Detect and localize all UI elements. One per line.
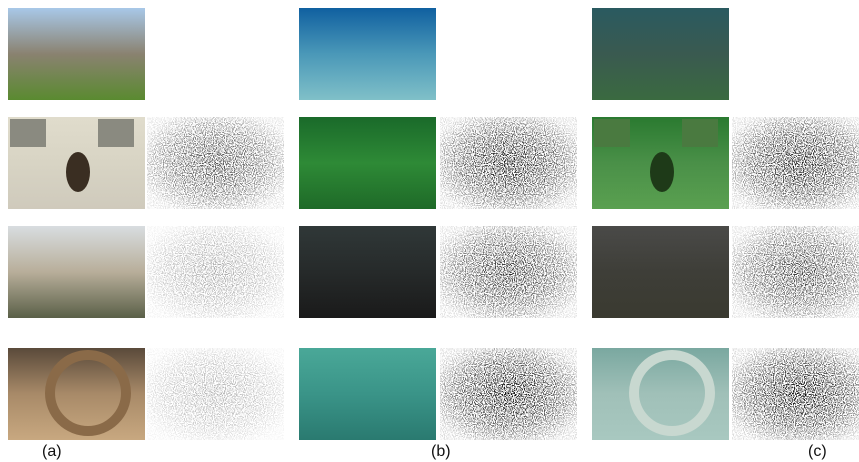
photo: [299, 117, 436, 209]
noise: [147, 117, 284, 209]
figure: (a) (b) (c): [0, 0, 859, 462]
noise: [732, 226, 859, 318]
caption: (c): [808, 443, 827, 460]
photo: [8, 226, 145, 318]
caption: (b): [431, 443, 451, 460]
photo: [592, 8, 729, 100]
deer-head: [650, 152, 674, 192]
noise: [732, 348, 859, 440]
noise: [147, 226, 284, 318]
noise: [147, 8, 284, 100]
speckle: [147, 117, 284, 209]
speckle: [732, 8, 859, 100]
noise: [440, 226, 577, 318]
photo: [592, 226, 729, 318]
speckle: [147, 8, 284, 100]
speckle: [732, 348, 859, 440]
noise: [440, 8, 577, 100]
noise: [440, 117, 577, 209]
noise: [147, 348, 284, 440]
noise: [732, 117, 859, 209]
speckle: [147, 226, 284, 318]
photo: [299, 348, 436, 440]
window: [10, 119, 46, 147]
speckle: [732, 117, 859, 209]
photo: [8, 8, 145, 100]
speckle: [440, 117, 577, 209]
photo: [299, 8, 436, 100]
window: [594, 119, 630, 147]
photo: [299, 226, 436, 318]
caption: (a): [42, 443, 62, 460]
speckle: [440, 348, 577, 440]
deer-head: [66, 152, 90, 192]
noise: [440, 348, 577, 440]
speckle: [440, 226, 577, 318]
speckle: [147, 348, 284, 440]
captions: (a) (b) (c): [42, 443, 827, 460]
window: [98, 119, 134, 147]
window: [682, 119, 718, 147]
speckle: [440, 8, 577, 100]
speckle: [732, 226, 859, 318]
noise: [732, 8, 859, 100]
